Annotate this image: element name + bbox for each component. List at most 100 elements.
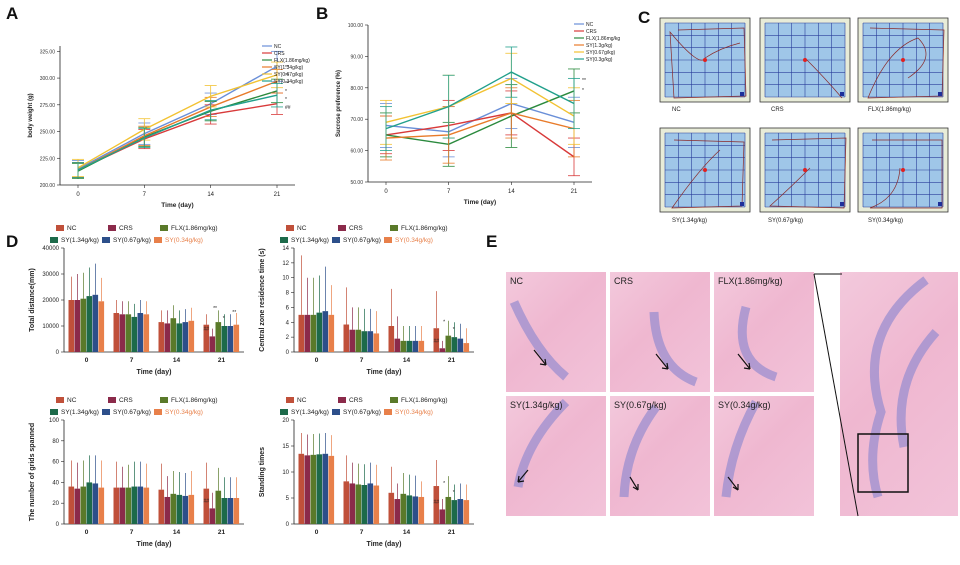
series-line — [77, 103, 278, 171]
bar — [203, 324, 210, 352]
legend-swatch — [56, 397, 64, 403]
y-tick-label: 6 — [286, 305, 290, 311]
legend-label: SY(0.67g/kg) — [113, 409, 151, 416]
chart-a-body-weight: 200.00 225.00 250.00 275.00 300.00 325.00 0 7 14… — [28, 44, 310, 209]
bar — [355, 484, 362, 524]
maze-caption: FLX(1.86mg/kg) — [868, 107, 912, 113]
legend-label: NC — [67, 225, 77, 232]
legend-label: CRS — [349, 225, 363, 232]
legend-swatch — [108, 225, 116, 231]
maze-end-point — [938, 92, 942, 96]
x-tick-label: 7 — [360, 357, 364, 364]
x-tick-label: 14 — [173, 529, 181, 536]
maze-start-point — [803, 168, 807, 172]
y-tick-label: 10000 — [42, 324, 59, 330]
significance-mark: * — [443, 320, 445, 326]
maze-arena — [659, 17, 751, 103]
bar — [463, 500, 470, 524]
significance-mark: * — [453, 490, 455, 496]
x-tick-label: 14 — [207, 192, 214, 198]
bar — [310, 454, 317, 524]
bar — [170, 493, 177, 524]
series-line — [385, 77, 575, 124]
histology-caption: FLX(1.86mg/kg) — [718, 276, 783, 286]
legend-label: FLX(1.86mg/kg) — [274, 58, 310, 64]
bar — [209, 508, 216, 524]
maze-caption: CRS — [771, 107, 784, 113]
y-tick-label: 100.00 — [348, 23, 364, 29]
maze-start-point — [803, 58, 807, 62]
legend-swatch — [50, 237, 58, 243]
bar — [373, 333, 380, 352]
x-tick-label: 21 — [571, 189, 578, 195]
legend-label: SY(0.34g/kg) — [395, 409, 433, 416]
bar — [113, 487, 120, 524]
significance-mark: * — [453, 327, 455, 333]
bar — [400, 340, 407, 352]
y-tick-label: 12 — [282, 261, 289, 267]
y-tick-label: 40000 — [42, 246, 59, 252]
series-line — [385, 71, 575, 130]
y-tick-label: 60 — [52, 460, 59, 466]
y-tick-label: 2 — [286, 335, 290, 341]
legend-label: NC — [586, 22, 594, 28]
y-tick-label: 15 — [282, 444, 289, 450]
legend-label: NC — [297, 225, 307, 232]
legend-swatch — [384, 237, 392, 243]
bar — [298, 453, 305, 524]
y-tick-label: 0 — [286, 350, 290, 356]
x-tick-label: 14 — [173, 357, 181, 364]
histology-caption: CRS — [614, 276, 634, 286]
significance-mark: ** — [285, 73, 289, 79]
y-axis-label: The number of grids spanned — [29, 423, 36, 521]
bar — [406, 340, 413, 352]
legend-swatch — [384, 409, 392, 415]
bar — [367, 331, 374, 352]
chart-d-central-zone-time: NC CRS FLX(1.86mg/kg) SY(1.34g/kg) SY(0.67g/… — [259, 225, 474, 376]
legend-label: SY(1.34g/kg) — [291, 237, 329, 244]
bar — [445, 335, 452, 352]
x-tick-label: 7 — [447, 189, 451, 195]
x-tick-label: 21 — [448, 529, 456, 536]
y-tick-label: 20000 — [42, 298, 59, 304]
bar — [80, 298, 87, 352]
legend-swatch — [108, 397, 116, 403]
bar — [98, 487, 105, 524]
x-axis-label: Time (day) — [137, 541, 172, 548]
legend-label: FLX(1.86mg/kg) — [401, 225, 448, 232]
legend-label: SY(0.34g/kg) — [165, 237, 203, 244]
significance-mark: ## — [285, 105, 291, 111]
x-tick-label: 21 — [218, 357, 226, 364]
legend-swatch — [154, 409, 162, 415]
significance-mark: ** — [213, 306, 217, 312]
bar — [137, 313, 144, 352]
bar — [170, 318, 177, 352]
panel-letter-d: D — [6, 232, 19, 251]
bar — [316, 312, 323, 352]
legend-label: CRS — [274, 51, 285, 57]
legend-swatch — [56, 225, 64, 231]
y-tick-label: 80.00 — [350, 86, 363, 92]
bar — [343, 324, 350, 352]
bar — [433, 328, 440, 352]
legend-swatch — [390, 225, 398, 231]
legend-label: NC — [274, 44, 282, 50]
bar — [143, 487, 150, 524]
legend-label: FLX(1.86mg/kg) — [586, 36, 620, 42]
legend-label: FLX(1.86mg/kg) — [171, 397, 218, 404]
bar — [316, 454, 323, 524]
bar — [304, 455, 311, 524]
bar — [361, 485, 368, 524]
histology-caption: NC — [510, 276, 523, 286]
legend-label: SY(0.67g/kg) — [586, 50, 616, 56]
bar — [445, 496, 452, 524]
x-tick-label: 7 — [130, 529, 134, 536]
maze-start-point — [703, 168, 707, 172]
y-axis-label: Standing times — [259, 447, 266, 497]
significance-mark: * — [223, 316, 225, 322]
bar — [209, 336, 216, 352]
bar — [203, 488, 210, 524]
y-axis-label: Total distance(mm) — [29, 268, 36, 332]
bar — [164, 323, 171, 352]
x-axis-label: Time (day) — [367, 369, 402, 376]
